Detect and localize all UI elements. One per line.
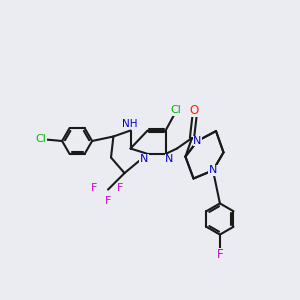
Text: F: F	[117, 183, 123, 193]
Text: F: F	[91, 183, 98, 193]
Text: F: F	[217, 248, 223, 262]
Text: O: O	[190, 104, 199, 117]
Text: N: N	[140, 154, 148, 164]
Text: F: F	[105, 196, 111, 206]
Text: Cl: Cl	[171, 105, 182, 115]
Text: Cl: Cl	[35, 134, 46, 144]
Text: N: N	[165, 154, 173, 164]
Text: N: N	[209, 165, 217, 176]
Text: N: N	[193, 136, 202, 146]
Text: NH: NH	[122, 119, 137, 129]
